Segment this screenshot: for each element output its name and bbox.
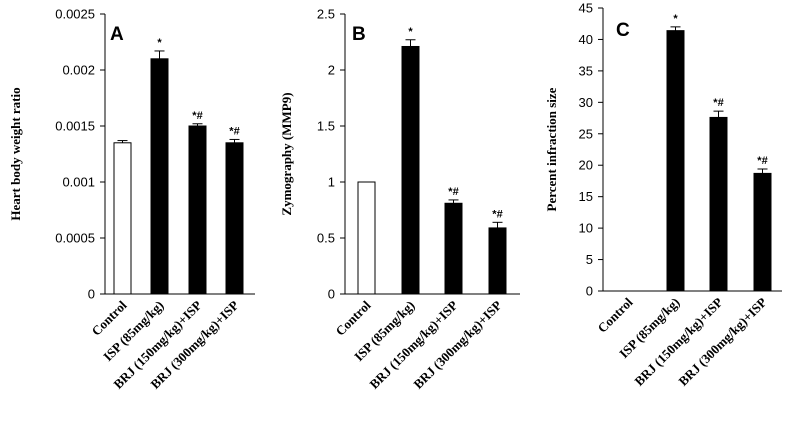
y-tick-label: 5 — [586, 252, 593, 267]
panel-c: 0 5 10 15 20 25 30 35 40 45 C Percent infraction si… — [544, 1, 782, 389]
panel-letter: A — [110, 24, 124, 45]
y-tick-label: 40 — [579, 32, 593, 47]
bar — [113, 142, 132, 295]
y-tick-label: 20 — [579, 158, 593, 173]
y-tick-label: 45 — [579, 1, 593, 16]
y-tick-label: 35 — [579, 63, 593, 78]
y-tick-label: 0.001 — [62, 175, 95, 190]
significance-marker: *# — [448, 186, 458, 198]
y-axis-label: Zymography (MMP9) — [279, 92, 294, 215]
y-tick-label: 10 — [579, 221, 593, 236]
y-tick-label: 0.002 — [62, 63, 95, 78]
y-tick-label: 0 — [88, 287, 95, 302]
bar — [150, 58, 169, 295]
significance-marker: *# — [713, 97, 723, 109]
y-tick-label: 1.5 — [317, 119, 335, 134]
y-tick-label: 0 — [586, 284, 593, 299]
y-tick-label: 25 — [579, 126, 593, 141]
significance-marker: *# — [757, 155, 767, 167]
category-label: Control — [595, 294, 636, 335]
y-tick-label: 0.0025 — [55, 7, 95, 22]
bar — [444, 202, 463, 295]
bar — [709, 116, 728, 292]
significance-marker: * — [673, 13, 678, 25]
significance-marker: *# — [229, 125, 239, 137]
y-tick-label: 2 — [328, 63, 335, 78]
y-tick-label: 15 — [579, 189, 593, 204]
panel-letter: C — [616, 20, 630, 41]
bar — [401, 45, 420, 295]
bar — [753, 172, 772, 292]
category-label: BRJ (300mg/kg)+ISP — [410, 297, 504, 391]
significance-marker: *# — [192, 110, 202, 122]
y-tick-label: 0.5 — [317, 231, 335, 246]
y-tick-label: 0.0015 — [55, 119, 95, 134]
y-tick-label: 2.5 — [317, 7, 335, 22]
significance-marker: * — [408, 26, 413, 38]
y-axis-label: Percent infraction size — [544, 87, 559, 211]
category-label: Control — [333, 297, 374, 338]
panel-a: 0 0.0005 0.001 0.0015 0.002 0.0025 A Heart body… — [8, 7, 255, 392]
category-label: BRJ (300mg/kg)+ISP — [675, 294, 769, 388]
bar — [666, 30, 685, 292]
y-tick-label: 1 — [328, 175, 335, 190]
y-tick-label: 30 — [579, 95, 593, 110]
bar — [357, 181, 376, 295]
significance-marker: * — [157, 37, 162, 49]
significance-marker: *# — [492, 208, 502, 220]
bar — [225, 142, 244, 295]
y-axis-label: Heart body weight ratio — [8, 87, 23, 220]
y-tick-label: 0.0005 — [55, 231, 95, 246]
bar — [188, 125, 207, 295]
y-tick-label: 0 — [328, 287, 335, 302]
panel-letter: B — [352, 24, 366, 45]
bar — [488, 227, 507, 295]
